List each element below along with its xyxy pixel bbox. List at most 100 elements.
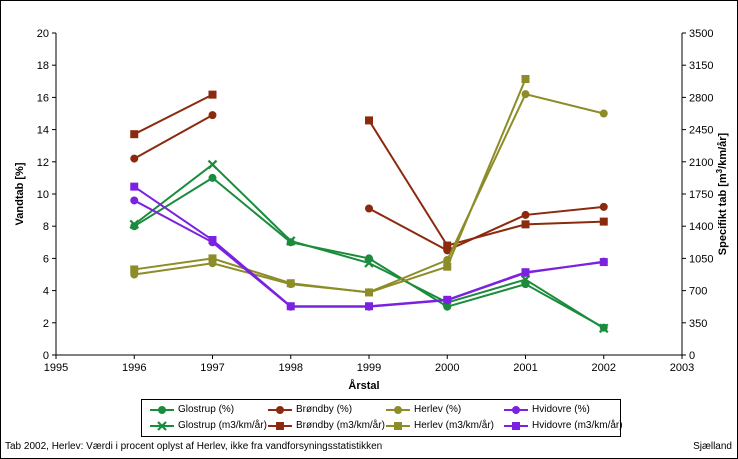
y-axis-right-title: Specifikt tab [m3/km/år] <box>715 132 730 255</box>
x-tick-label: 1995 <box>44 362 68 374</box>
series-4-line <box>368 119 604 247</box>
legend-marker <box>512 406 520 414</box>
series-5-point <box>521 90 530 99</box>
y-left-tick-label: 18 <box>37 60 49 72</box>
legend-label: Brøndby (%) <box>296 404 353 415</box>
legend-swatch <box>504 422 528 430</box>
series-6 <box>130 75 530 297</box>
series-6-point <box>208 254 217 263</box>
y-right-tick-label: 3150 <box>689 60 713 72</box>
series-6-point <box>443 262 452 271</box>
legend-swatch <box>386 422 410 430</box>
series-layer <box>129 75 609 334</box>
legend-label: Herlev (m3/km/år) <box>414 420 495 431</box>
y-left-tick-label: 20 <box>37 28 49 40</box>
y-right-tick-label: 3500 <box>689 28 713 40</box>
y-right-tick-label: 2800 <box>689 92 713 104</box>
series-6-line <box>134 78 527 294</box>
series-3-point <box>521 210 530 219</box>
series-3-point <box>208 111 217 120</box>
y-right-tick-label: 1750 <box>689 189 713 201</box>
y-right-tick-label: 700 <box>689 286 707 298</box>
legend-swatch <box>504 406 528 414</box>
series-5-point <box>599 109 608 118</box>
y-left-tick-label: 8 <box>43 221 49 233</box>
y-left-tick-label: 10 <box>37 189 49 201</box>
legend-marker <box>276 422 284 430</box>
y-left-tick-label: 14 <box>37 125 49 137</box>
legend-marker <box>512 422 520 430</box>
series-2 <box>129 159 609 334</box>
x-tick-label: 2001 <box>513 362 537 374</box>
series-3-line <box>133 114 213 160</box>
series-8-point <box>599 258 608 267</box>
legend-swatch <box>150 421 174 431</box>
series-4-point <box>130 130 139 139</box>
series-4-line <box>133 93 213 136</box>
x-tick-label: 1997 <box>200 362 224 374</box>
series-4-point <box>443 241 452 250</box>
series-3-point <box>365 204 373 213</box>
x-tick-label: 2000 <box>435 362 459 374</box>
x-axis-title: Årstal <box>348 379 379 392</box>
series-8-point <box>286 302 295 311</box>
legend-label: Glostrup (%) <box>178 404 235 415</box>
y-right-tick-label: 2450 <box>689 125 713 137</box>
y-right-tick-label: 350 <box>689 318 707 330</box>
legend-swatch <box>386 406 410 414</box>
series-2-point <box>285 236 296 246</box>
series-4-point <box>599 217 608 226</box>
series-3-line <box>368 205 604 252</box>
y-right-tick-label: 0 <box>689 350 695 362</box>
series-1-point <box>130 222 139 231</box>
y-right-tick-label: 1400 <box>689 221 713 233</box>
legend-label: Hvidovre (%) <box>532 404 590 415</box>
series-6-point <box>365 288 373 297</box>
series-8-point <box>521 268 530 277</box>
series-2-point <box>207 159 218 170</box>
series-2-point <box>364 258 374 268</box>
y-left-tick-label: 4 <box>43 286 49 298</box>
y-right-tick-label: 1050 <box>689 253 713 265</box>
series-6-point <box>286 279 295 288</box>
legend-marker <box>394 406 402 414</box>
series-8-point <box>365 302 373 311</box>
x-tick-label: 1996 <box>122 362 146 374</box>
region-label: Sjælland <box>693 441 732 452</box>
series-8 <box>130 182 608 311</box>
series-8-point <box>130 182 139 191</box>
legend-label: Glostrup (m3/km/år) <box>178 420 267 431</box>
legend-marker <box>157 421 167 431</box>
series-3-point <box>130 154 139 163</box>
legend-label: Herlev (%) <box>414 404 462 415</box>
series-8-point <box>443 295 452 304</box>
legend-swatch <box>268 406 292 414</box>
footnote: Tab 2002, Herlev: Værdi i procent oplyst… <box>5 441 383 452</box>
series-2-point <box>129 219 140 230</box>
series-8-point <box>208 236 217 244</box>
series-4 <box>130 90 608 250</box>
legend-swatch <box>150 406 174 414</box>
legend-marker <box>394 422 402 430</box>
y-left-tick-label: 2 <box>43 318 49 330</box>
series-3-point <box>599 202 608 211</box>
line-chart: 0 2 4 6 8 10 12 14 16 18 20 0 350 700 1050 1400 1750 2100… <box>14 28 730 392</box>
legend-label: Brøndby (m3/km/år) <box>296 420 385 431</box>
x-tick-label: 2003 <box>670 362 694 374</box>
series-2-point <box>598 323 609 334</box>
y-left-tick-label: 0 <box>43 350 49 362</box>
x-tick-label: 1998 <box>279 362 303 374</box>
series-7-point <box>130 196 139 205</box>
series-4-point <box>365 116 373 125</box>
legend-marker <box>276 406 284 414</box>
y-left-tick-label: 12 <box>37 157 49 169</box>
chart-axes: 0 2 4 6 8 10 12 14 16 18 20 0 350 700 1050 1400 1750 2100… <box>37 28 714 374</box>
legend-swatch <box>268 422 292 430</box>
series-4-point <box>521 220 530 229</box>
x-tick-label: 1999 <box>357 362 381 374</box>
series-4-point <box>208 90 217 99</box>
series-1-point <box>208 173 217 182</box>
series-6-point <box>130 265 139 274</box>
series-3 <box>130 111 608 255</box>
